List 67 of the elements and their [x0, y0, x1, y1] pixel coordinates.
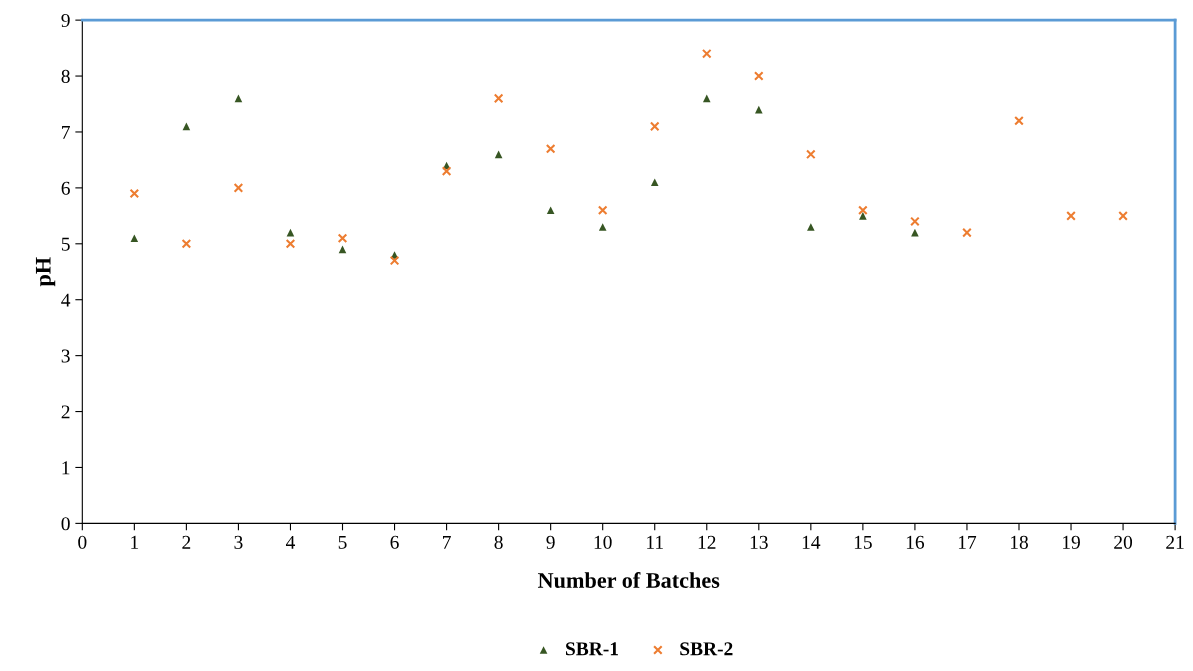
point [649, 121, 660, 132]
x-tick-label: 18 [1010, 535, 1028, 549]
point [1118, 211, 1128, 221]
point [546, 206, 555, 215]
point [130, 234, 139, 243]
point [597, 205, 608, 216]
x-tick-label: 14 [802, 535, 821, 549]
x-axis-title: Number of Batches [537, 572, 720, 588]
x-tick-label: 0 [78, 535, 87, 549]
point [181, 238, 192, 249]
point [129, 188, 140, 199]
x-tick-label: 17 [958, 535, 977, 549]
y-tick-label: 0 [61, 517, 70, 531]
point [753, 71, 764, 81]
point [285, 238, 296, 249]
y-tick-label: 8 [61, 69, 70, 83]
x-tick-label: 8 [494, 535, 503, 549]
point [962, 227, 972, 238]
legend-label: SBR-1 [566, 642, 618, 656]
y-tick-label: 5 [61, 237, 70, 251]
x-tick-label: 15 [854, 535, 872, 549]
point [493, 93, 504, 104]
x-tick-label: 3 [234, 535, 243, 549]
point [910, 216, 920, 227]
point [234, 94, 243, 103]
point [702, 94, 711, 103]
x-tick-label: 5 [338, 535, 347, 549]
x-tick-label: 9 [546, 535, 555, 549]
x-tick-label: 16 [906, 535, 925, 549]
point [182, 122, 191, 131]
x-tick-label: 10 [594, 535, 612, 549]
x-tick-label: 7 [443, 535, 451, 549]
y-axis-title: pH [35, 257, 56, 287]
point [858, 205, 868, 216]
point [545, 143, 556, 154]
legend-label: SBR-2 [680, 642, 733, 656]
y-tick-label: 1 [62, 461, 70, 475]
x-tick-label: 2 [182, 535, 191, 549]
x-tick-label: 6 [390, 535, 399, 549]
point [701, 48, 712, 59]
point [233, 183, 244, 193]
x-tick-label: 21 [1166, 535, 1184, 549]
point [650, 178, 659, 187]
y-tick-label: 3 [61, 349, 70, 363]
x-tick-label: 13 [750, 535, 768, 549]
x-tick-label: 20 [1114, 535, 1133, 549]
point [389, 255, 400, 266]
point [598, 223, 607, 231]
x-tick-label: 4 [285, 535, 296, 549]
point [859, 212, 867, 220]
point [337, 233, 348, 244]
point [494, 150, 503, 159]
point [755, 105, 763, 114]
y-tick-label: 6 [61, 181, 70, 195]
point [807, 223, 815, 231]
x-tick-label: 1 [131, 535, 139, 549]
y-tick-label: 9 [61, 14, 70, 28]
x-tick-label: 11 [647, 535, 663, 549]
y-tick-label: 4 [61, 293, 71, 307]
y-tick-label: 7 [62, 125, 70, 139]
y-tick-label: 2 [61, 405, 70, 419]
x-tick-label: 19 [1063, 535, 1080, 549]
point [1014, 115, 1024, 126]
point [441, 166, 452, 176]
point [1066, 211, 1076, 221]
point [806, 149, 816, 160]
x-tick-label: 12 [698, 535, 716, 549]
